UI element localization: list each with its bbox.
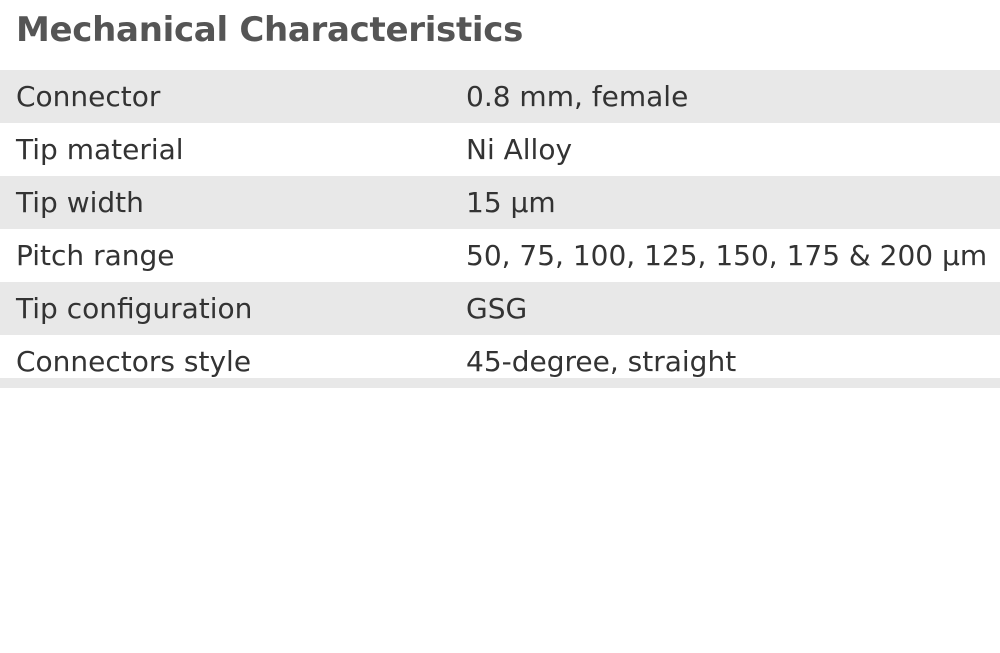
row-value: Ni Alloy <box>466 133 573 166</box>
table-row-tip-width: Tip width 15 µm <box>0 176 1000 229</box>
table-row-pitch-range: Pitch range 50, 75, 100, 125, 150, 175 &… <box>0 229 1000 282</box>
row-value: 0.8 mm, female <box>466 80 689 113</box>
row-value: GSG <box>466 292 528 325</box>
table-row-connector: Connector 0.8 mm, female <box>0 70 1000 123</box>
table-row-tip-configuration: Tip configuration GSG <box>0 282 1000 335</box>
row-value: 15 µm <box>466 186 556 219</box>
row-label: Connector <box>16 80 161 113</box>
row-value: 45-degree, straight <box>466 345 737 378</box>
row-label: Connectors style <box>16 345 252 378</box>
row-label: Tip width <box>16 186 144 219</box>
table-bottom-divider <box>0 378 1000 388</box>
row-label: Pitch range <box>16 239 175 272</box>
mechanical-characteristics-table: Connector 0.8 mm, female Tip material Ni… <box>0 70 1000 388</box>
row-value: 50, 75, 100, 125, 150, 175 & 200 µm <box>466 239 988 272</box>
page-title: Mechanical Characteristics <box>16 10 524 50</box>
row-label: Tip material <box>16 133 184 166</box>
row-label: Tip configuration <box>16 292 253 325</box>
table-row-tip-material: Tip material Ni Alloy <box>0 123 1000 176</box>
